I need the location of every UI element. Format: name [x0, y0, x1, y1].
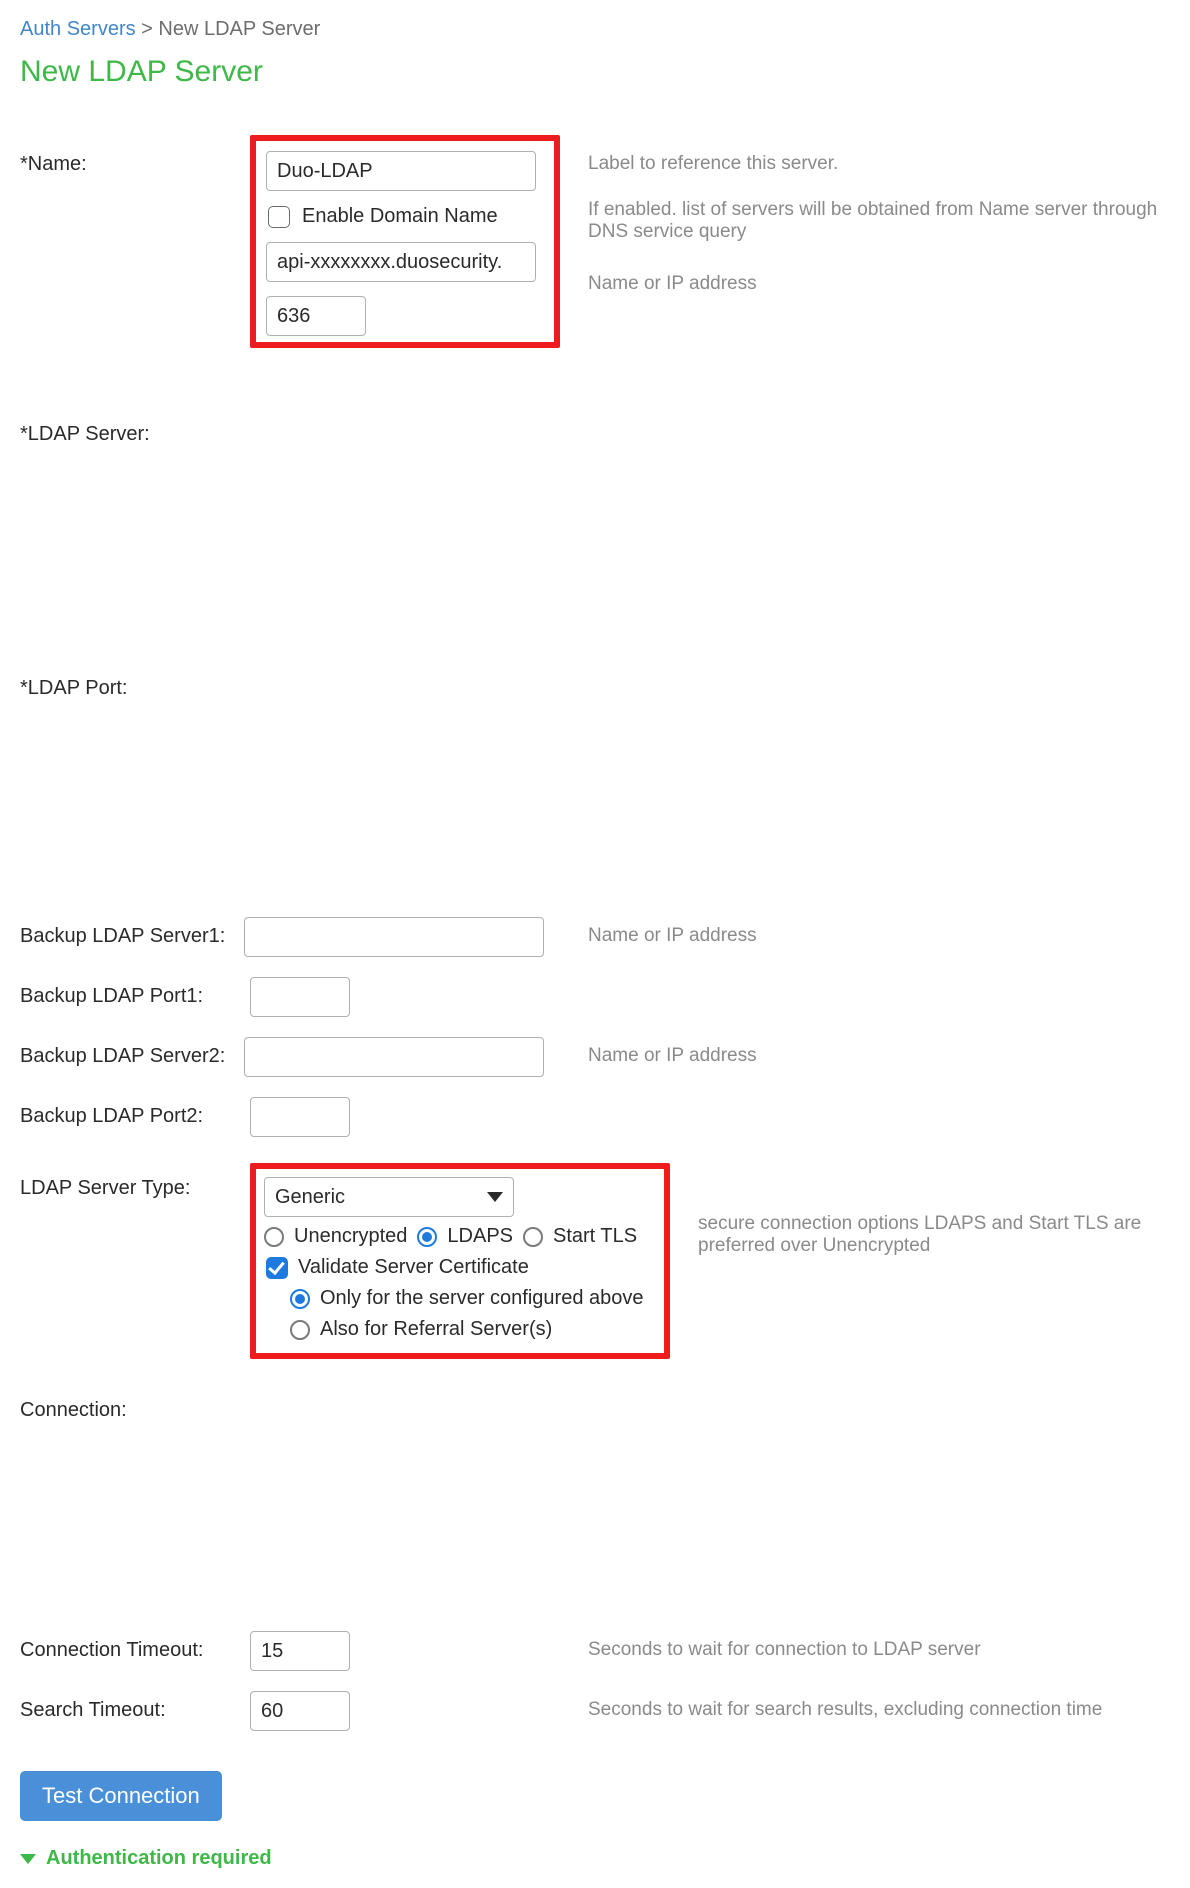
backup-server2-label: Backup LDAP Server2: [20, 1037, 250, 1068]
highlight-connection: Generic Unencrypted LDAPS Start TLS Vali… [250, 1163, 670, 1359]
connection-unencrypted-label: Unencrypted [294, 1225, 407, 1248]
auth-required-section-toggle[interactable]: Authentication required [20, 1847, 1170, 1870]
name-label: *Name: [20, 135, 250, 365]
name-hint: Label to reference this server. [588, 153, 1170, 175]
validate-scope-only-above-radio[interactable] [290, 1289, 310, 1309]
validate-cert-checkbox[interactable] [266, 1257, 288, 1279]
server-type-selected: Generic [275, 1186, 345, 1209]
ldap-server-label: *LDAP Server: [20, 423, 250, 653]
connection-ldaps-label: LDAPS [447, 1225, 513, 1248]
conn-timeout-hint: Seconds to wait for connection to LDAP s… [580, 1631, 1170, 1661]
backup-server1-input[interactable] [244, 917, 544, 957]
connection-starttls-radio[interactable] [523, 1227, 543, 1247]
backup-port1-label: Backup LDAP Port1: [20, 977, 250, 1008]
search-timeout-input[interactable] [250, 1691, 350, 1731]
connection-hint: secure connection options LDAPS and Star… [690, 1157, 1170, 1257]
chevron-down-icon [487, 1192, 503, 1202]
highlight-primary-server: Enable Domain Name [250, 135, 560, 348]
backup-server1-hint: Name or IP address [580, 917, 1170, 947]
connection-ldaps-radio[interactable] [417, 1227, 437, 1247]
backup-port2-label: Backup LDAP Port2: [20, 1097, 250, 1128]
backup-server2-hint: Name or IP address [580, 1037, 1170, 1067]
server-type-label: LDAP Server Type: [20, 1157, 250, 1387]
backup-server1-label: Backup LDAP Server1: [20, 917, 250, 948]
backup-port1-hint [580, 977, 1170, 985]
validate-scope-referral-radio[interactable] [290, 1320, 310, 1340]
test-connection-button[interactable]: Test Connection [20, 1771, 222, 1821]
backup-port2-input[interactable] [250, 1097, 350, 1137]
auth-required-label: Authentication required [46, 1847, 272, 1870]
breadcrumb-parent-link[interactable]: Auth Servers [20, 18, 136, 40]
connection-unencrypted-radio[interactable] [264, 1227, 284, 1247]
enable-domain-hint: If enabled. list of servers will be obta… [588, 199, 1170, 243]
backup-port2-hint [580, 1097, 1170, 1105]
server-type-select[interactable]: Generic [264, 1177, 514, 1217]
conn-timeout-input[interactable] [250, 1631, 350, 1671]
name-input[interactable] [266, 151, 536, 191]
backup-server2-input[interactable] [244, 1037, 544, 1077]
search-timeout-hint: Seconds to wait for search results, excl… [580, 1691, 1170, 1721]
page-title: New LDAP Server [20, 55, 1170, 89]
breadcrumb: Auth Servers > New LDAP Server [20, 18, 1170, 41]
search-timeout-label: Search Timeout: [20, 1691, 250, 1722]
backup-port1-input[interactable] [250, 977, 350, 1017]
connection-label: Connection: [20, 1387, 250, 1617]
enable-domain-label: Enable Domain Name [302, 205, 498, 228]
chevron-down-icon [20, 1854, 36, 1864]
conn-timeout-label: Connection Timeout: [20, 1631, 250, 1662]
validate-scope-referral-label: Also for Referral Server(s) [320, 1318, 552, 1341]
ldap-form: *Name: *LDAP Server: *LDAP Port: Enable … [20, 135, 1170, 1870]
ldap-server-hint: Name or IP address [588, 273, 1170, 295]
breadcrumb-current: New LDAP Server [158, 18, 320, 40]
enable-domain-checkbox[interactable] [268, 206, 290, 228]
ldap-port-input[interactable] [266, 296, 366, 336]
breadcrumb-separator: > [141, 18, 153, 40]
validate-scope-only-above-label: Only for the server configured above [320, 1287, 644, 1310]
validate-cert-label: Validate Server Certificate [298, 1256, 529, 1279]
ldap-port-label: *LDAP Port: [20, 677, 250, 907]
connection-starttls-label: Start TLS [553, 1225, 637, 1248]
ldap-server-input[interactable] [266, 242, 536, 282]
